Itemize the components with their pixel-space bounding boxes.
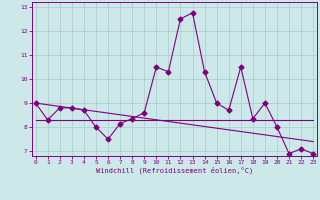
X-axis label: Windchill (Refroidissement éolien,°C): Windchill (Refroidissement éolien,°C) <box>96 167 253 174</box>
